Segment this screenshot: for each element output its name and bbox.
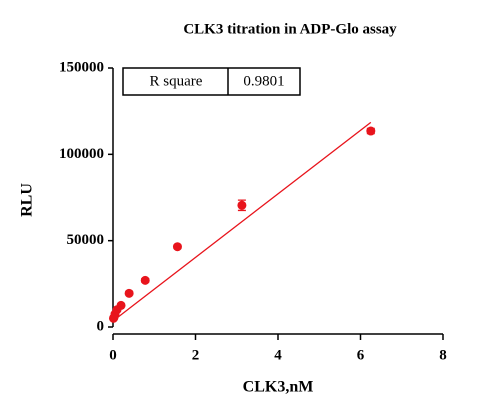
fit-line [112, 121, 372, 322]
y-tick-label: 100000 [59, 146, 104, 162]
chart-title: CLK3 titration in ADP-Glo assay [183, 21, 397, 37]
y-tick-label: 0 [97, 318, 105, 334]
annotation-value: 0.9801 [243, 73, 284, 89]
y-tick-label: 150000 [59, 59, 104, 75]
y-tick-label: 50000 [67, 232, 105, 248]
x-tick-label: 6 [357, 347, 365, 363]
point [108, 313, 118, 323]
x-axis-label: CLK3,nM [243, 379, 314, 396]
point [140, 275, 150, 285]
x-tick-label: 2 [192, 347, 200, 363]
x-tick-label: 4 [274, 347, 282, 363]
point [172, 242, 182, 252]
annotation-box [122, 67, 301, 96]
point [366, 126, 376, 136]
point [237, 200, 247, 210]
x-tick-label: 0 [109, 347, 117, 363]
y-axis-label: RLU [19, 183, 36, 217]
annotation-label: R square [150, 73, 203, 89]
x-tick-label: 8 [439, 347, 447, 363]
point [124, 288, 134, 298]
